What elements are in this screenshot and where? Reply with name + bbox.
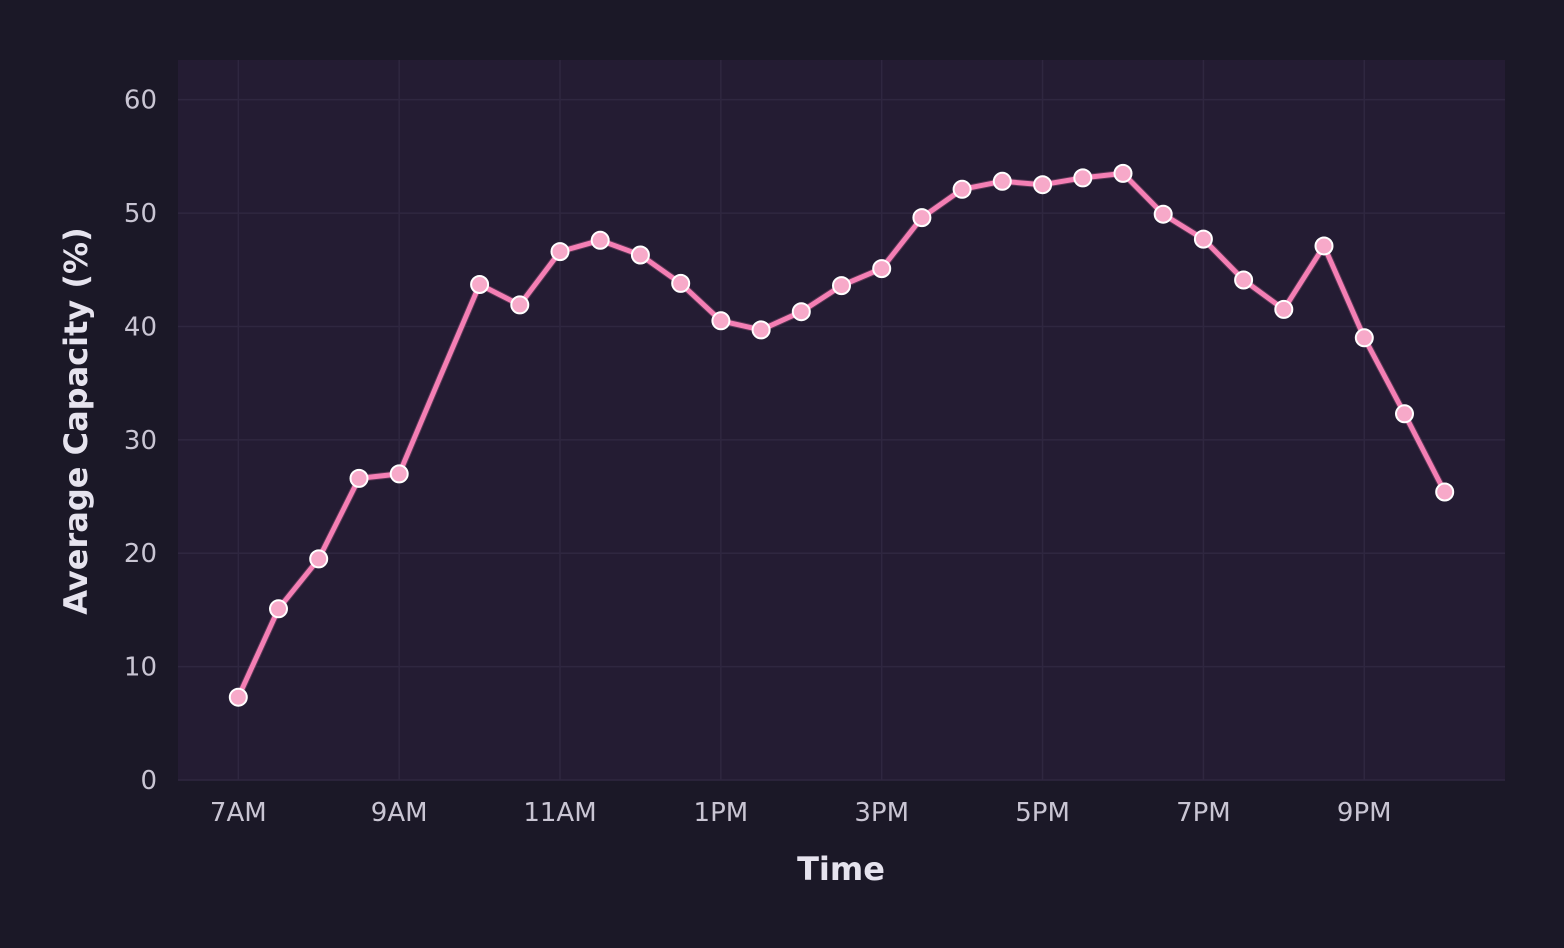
x-tick-label: 9AM bbox=[371, 798, 428, 828]
data-point bbox=[832, 276, 851, 296]
y-tick-label: 20 bbox=[124, 539, 157, 569]
data-point bbox=[389, 464, 409, 484]
data-point bbox=[1314, 236, 1334, 256]
data-point bbox=[711, 311, 731, 331]
data-point bbox=[349, 468, 369, 488]
y-tick-label: 30 bbox=[124, 426, 157, 456]
data-point bbox=[671, 273, 691, 293]
plot-area bbox=[178, 60, 1505, 780]
x-tick-label: 7PM bbox=[1176, 798, 1231, 828]
data-point bbox=[309, 549, 329, 569]
y-tick-label: 60 bbox=[124, 86, 157, 116]
y-tick-label: 50 bbox=[124, 199, 157, 229]
y-axis-title: Average Capacity (%) bbox=[57, 227, 95, 614]
data-point bbox=[1354, 328, 1374, 348]
data-point bbox=[992, 171, 1012, 191]
data-point bbox=[590, 230, 610, 250]
data-point bbox=[952, 179, 972, 199]
data-point bbox=[228, 687, 248, 707]
y-axis-ticks: 0 10 20 30 40 50 60 bbox=[124, 86, 157, 796]
data-point bbox=[1274, 299, 1294, 319]
data-point bbox=[1234, 270, 1254, 290]
grid-lines bbox=[178, 60, 1505, 781]
x-tick-label: 5PM bbox=[1015, 798, 1070, 828]
data-point bbox=[791, 302, 811, 322]
data-point bbox=[1193, 229, 1213, 249]
data-point bbox=[510, 295, 530, 315]
data-markers bbox=[228, 163, 1455, 707]
data-point bbox=[269, 599, 288, 619]
data-point bbox=[1113, 163, 1133, 183]
x-axis-title: Time bbox=[797, 850, 885, 888]
y-tick-label: 10 bbox=[124, 653, 157, 683]
data-point bbox=[1435, 482, 1455, 502]
x-tick-label: 11AM bbox=[523, 798, 596, 828]
y-tick-label: 40 bbox=[124, 312, 157, 342]
data-point bbox=[1153, 204, 1173, 224]
data-point bbox=[912, 208, 932, 228]
data-point bbox=[1395, 404, 1414, 424]
data-point bbox=[872, 259, 892, 279]
x-tick-label: 3PM bbox=[854, 798, 909, 828]
data-point bbox=[550, 242, 570, 262]
y-tick-label: 0 bbox=[140, 766, 157, 796]
x-tick-label: 7AM bbox=[210, 798, 267, 828]
x-tick-label: 1PM bbox=[694, 798, 749, 828]
data-point bbox=[751, 320, 771, 340]
x-axis-ticks: 7AM 9AM 11AM 1PM 3PM 5PM 7PM 9PM bbox=[210, 798, 1392, 828]
data-point bbox=[1033, 175, 1053, 195]
data-point bbox=[1073, 168, 1093, 188]
data-point bbox=[630, 245, 650, 265]
x-tick-label: 9PM bbox=[1337, 798, 1392, 828]
data-point bbox=[470, 275, 490, 294]
